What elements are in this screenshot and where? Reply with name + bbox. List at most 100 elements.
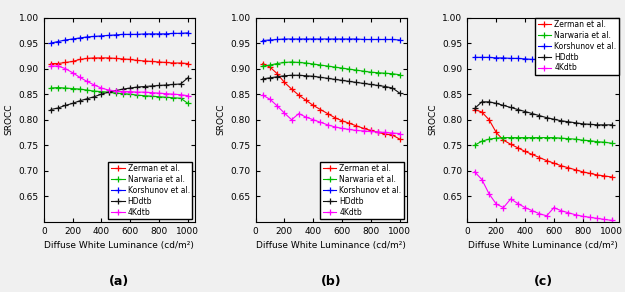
Narwaria et al. <box>295 61 302 64</box>
4Kdtb <box>69 71 76 74</box>
Zerman et al. <box>536 156 543 159</box>
4Kdtb <box>48 64 55 68</box>
Narwaria et al. <box>259 64 266 68</box>
Narwaria et al. <box>112 91 119 95</box>
HDdtb <box>352 81 360 84</box>
Narwaria et al. <box>317 63 324 67</box>
4Kdtb <box>155 91 162 95</box>
Narwaria et al. <box>579 138 586 142</box>
Zerman et al. <box>148 60 156 63</box>
Narwaria et al. <box>134 93 141 97</box>
Korshunov et al. <box>170 32 177 35</box>
Text: (a): (a) <box>109 275 129 288</box>
Korshunov et al. <box>500 56 508 60</box>
Zerman et al. <box>288 87 296 91</box>
4Kdtb <box>593 217 601 220</box>
Narwaria et al. <box>91 89 98 93</box>
HDdtb <box>105 91 112 94</box>
Zerman et al. <box>338 119 346 123</box>
HDdtb <box>536 114 543 117</box>
Legend: Zerman et al., Narwaria et al., Korshunov et al., HDdtb, 4Kdtb: Zerman et al., Narwaria et al., Korshuno… <box>109 162 192 219</box>
Korshunov et al. <box>309 37 317 41</box>
HDdtb <box>381 85 389 88</box>
HDdtb <box>141 85 148 88</box>
HDdtb <box>302 74 310 78</box>
Zerman et al. <box>141 59 148 63</box>
4Kdtb <box>184 94 192 98</box>
Line: Zerman et al.: Zerman et al. <box>472 107 614 180</box>
HDdtb <box>543 116 551 119</box>
Zerman et al. <box>521 150 529 153</box>
Korshunov et al. <box>543 58 551 62</box>
HDdtb <box>485 100 492 104</box>
4Kdtb <box>521 206 529 209</box>
HDdtb <box>76 99 84 102</box>
Korshunov et al. <box>564 59 572 63</box>
4Kdtb <box>134 91 141 94</box>
Narwaria et al. <box>367 70 374 74</box>
HDdtb <box>338 79 346 82</box>
HDdtb <box>507 106 514 109</box>
Korshunov et al. <box>141 32 148 36</box>
Zerman et al. <box>381 132 389 136</box>
Korshunov et al. <box>48 41 55 45</box>
Legend: Zerman et al., Narwaria et al., Korshunov et al., HDdtb, 4Kdtb: Zerman et al., Narwaria et al., Korshuno… <box>321 162 404 219</box>
Line: Korshunov et al.: Korshunov et al. <box>260 36 402 43</box>
Zerman et al. <box>302 99 310 102</box>
HDdtb <box>572 121 579 124</box>
Zerman et al. <box>374 131 382 134</box>
Narwaria et al. <box>288 60 296 64</box>
Narwaria et al. <box>471 144 478 147</box>
Korshunov et al. <box>324 37 331 41</box>
4Kdtb <box>492 202 500 206</box>
Line: Zerman et al.: Zerman et al. <box>260 61 402 142</box>
Korshunov et al. <box>485 55 492 59</box>
4Kdtb <box>309 118 317 121</box>
Narwaria et al. <box>98 90 105 93</box>
4Kdtb <box>266 98 274 101</box>
Korshunov et al. <box>288 37 296 41</box>
4Kdtb <box>126 90 134 93</box>
Korshunov et al. <box>352 37 360 41</box>
Narwaria et al. <box>309 62 317 66</box>
Korshunov et al. <box>536 58 543 61</box>
HDdtb <box>62 104 69 107</box>
Narwaria et al. <box>302 61 310 65</box>
4Kdtb <box>62 67 69 70</box>
Narwaria et al. <box>500 136 508 139</box>
Zerman et al. <box>184 62 192 65</box>
HDdtb <box>529 112 536 115</box>
HDdtb <box>346 80 353 83</box>
Zerman et al. <box>492 131 500 134</box>
4Kdtb <box>338 127 346 130</box>
Zerman et al. <box>550 161 558 165</box>
HDdtb <box>521 110 529 113</box>
4Kdtb <box>148 91 156 94</box>
4Kdtb <box>112 89 119 93</box>
Narwaria et al. <box>324 64 331 68</box>
Korshunov et al. <box>274 38 281 41</box>
Korshunov et al. <box>105 34 112 37</box>
HDdtb <box>48 108 55 111</box>
Narwaria et al. <box>170 96 177 100</box>
Korshunov et al. <box>601 61 608 65</box>
4Kdtb <box>76 76 84 79</box>
HDdtb <box>119 87 127 91</box>
Zerman et al. <box>91 56 98 60</box>
Korshunov et al. <box>302 37 310 41</box>
4Kdtb <box>389 131 396 135</box>
Korshunov et al. <box>62 38 69 42</box>
HDdtb <box>478 100 486 104</box>
Y-axis label: SROCC: SROCC <box>428 104 437 135</box>
Zerman et al. <box>317 108 324 111</box>
Narwaria et al. <box>485 138 492 141</box>
4Kdtb <box>396 132 404 135</box>
HDdtb <box>281 74 288 78</box>
4Kdtb <box>105 88 112 92</box>
4Kdtb <box>558 209 565 213</box>
Zerman et al. <box>529 153 536 156</box>
Narwaria et al. <box>83 88 91 92</box>
HDdtb <box>184 76 192 80</box>
Narwaria et al. <box>184 102 192 105</box>
Zerman et al. <box>608 175 615 179</box>
